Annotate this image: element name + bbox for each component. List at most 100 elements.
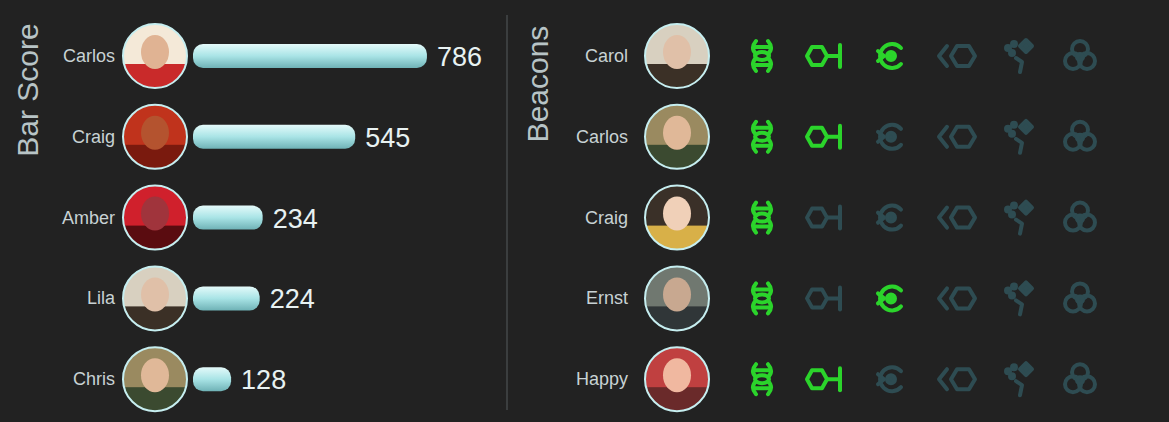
dashboard: Bar ScoreCarlos786Craig545Amber234Lila22… xyxy=(0,0,1169,422)
icon-shape xyxy=(951,288,975,308)
avatar xyxy=(644,23,710,94)
icon-shape xyxy=(838,126,842,148)
icon-shape xyxy=(1020,363,1032,375)
avatar-face xyxy=(663,358,691,392)
avatar-photo xyxy=(122,104,188,175)
icon-shape xyxy=(827,216,839,220)
icon-shape xyxy=(1012,365,1016,369)
avatar-face xyxy=(141,358,169,392)
icon-shape xyxy=(1012,42,1016,46)
icon-shape xyxy=(753,122,771,152)
avatar-border xyxy=(645,24,709,88)
icon-shape xyxy=(878,51,884,61)
icon-shape xyxy=(754,305,770,309)
beacon-icon xyxy=(878,367,901,391)
beacon-icon xyxy=(939,46,975,66)
beacon-name: Ernst xyxy=(586,288,628,308)
icon-shape xyxy=(807,47,827,65)
icon-shape xyxy=(887,214,895,222)
icon-shape xyxy=(878,293,884,303)
avatar-face xyxy=(663,277,691,311)
avatar-face xyxy=(663,35,691,69)
icon-shape xyxy=(1010,51,1014,55)
icon-shape xyxy=(1077,54,1083,60)
icon-shape xyxy=(1006,208,1010,212)
icon-shape xyxy=(1010,293,1014,297)
avatar-border xyxy=(123,186,187,250)
icon-shape xyxy=(939,127,947,147)
beacon-icon xyxy=(878,206,901,230)
beacon-icon xyxy=(807,126,840,148)
data-label: 234 xyxy=(273,204,318,234)
icon-shape xyxy=(1020,40,1032,52)
avatar-photo xyxy=(644,185,710,256)
icon-shape xyxy=(951,46,975,66)
avatar-face xyxy=(141,116,169,150)
icon-shape xyxy=(887,294,895,302)
beacon-icon xyxy=(1065,41,1095,69)
beacon-icon xyxy=(753,203,771,233)
icon-shape xyxy=(878,132,884,142)
icon-shape xyxy=(1077,216,1083,222)
icon-shape xyxy=(1012,123,1016,127)
avatar-photo xyxy=(122,23,188,94)
avatar-border xyxy=(645,266,709,330)
icon-shape xyxy=(1006,46,1010,50)
data-label: 545 xyxy=(365,123,410,153)
data-label: 128 xyxy=(241,365,286,395)
beacon-icon xyxy=(1065,283,1095,311)
icon-shape xyxy=(1077,296,1083,302)
icon-shape xyxy=(753,283,771,313)
avatar xyxy=(644,185,710,256)
beacon-icon xyxy=(1006,121,1032,153)
data-label: 224 xyxy=(270,284,315,314)
beacon-icon xyxy=(1065,364,1095,392)
icon-shape xyxy=(1016,139,1022,153)
icon-shape xyxy=(1016,381,1022,395)
icon-shape xyxy=(807,289,827,307)
avatar-face xyxy=(141,35,169,69)
avatar-photo xyxy=(122,185,188,256)
beacon-icon xyxy=(939,369,975,389)
beacon-name: Happy xyxy=(576,369,628,389)
avatar-border xyxy=(123,266,187,330)
icon-shape xyxy=(754,386,770,390)
icon-shape xyxy=(827,296,839,300)
data-label: 786 xyxy=(437,42,482,72)
avatar-photo xyxy=(644,104,710,175)
icon-shape xyxy=(1077,135,1083,141)
icon-shape xyxy=(754,45,770,49)
beacon-name: Carol xyxy=(585,46,628,66)
beacon-icon xyxy=(1006,202,1032,234)
category-label: Chris xyxy=(73,369,115,389)
icon-shape xyxy=(939,208,947,228)
beacon-icon xyxy=(1006,40,1032,72)
icon-shape xyxy=(754,207,770,211)
icon-shape xyxy=(939,46,947,66)
bar-score-panel: Bar ScoreCarlos786Craig545Amber234Lila22… xyxy=(11,23,482,417)
icon-shape xyxy=(1077,377,1083,383)
icon-shape xyxy=(753,203,771,233)
icon-shape xyxy=(1016,58,1022,72)
icon-shape xyxy=(807,370,827,388)
icon-shape xyxy=(753,364,771,394)
canvas: Bar ScoreCarlos786Craig545Amber234Lila22… xyxy=(0,0,1169,422)
avatar-border xyxy=(645,347,709,411)
beacon-name: Craig xyxy=(585,208,628,228)
beacon-icon xyxy=(1006,363,1032,395)
icon-shape xyxy=(754,287,770,291)
category-label: Amber xyxy=(62,208,115,228)
avatar xyxy=(644,104,710,175)
icon-shape xyxy=(887,52,895,60)
icon-shape xyxy=(754,126,770,130)
icon-shape xyxy=(838,207,842,229)
icon-shape xyxy=(1006,369,1010,373)
icon-shape xyxy=(754,144,770,148)
avatar-photo xyxy=(644,23,710,94)
icon-shape xyxy=(878,213,884,223)
category-label: Craig xyxy=(72,127,115,147)
icon-shape xyxy=(939,288,947,308)
icon-shape xyxy=(753,41,771,71)
beacons-panel: BeaconsCarolCarlosCraigErnstHappy xyxy=(521,23,1095,417)
beacon-icon xyxy=(878,286,901,310)
